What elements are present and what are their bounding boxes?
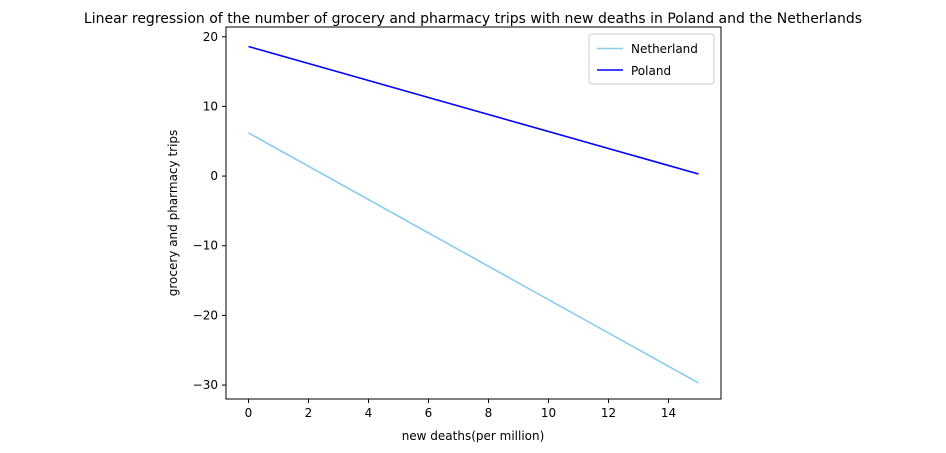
x-axis-label: new deaths(per million) — [402, 429, 545, 443]
x-tick-label: 6 — [425, 406, 433, 420]
chart-title: Linear regression of the number of groce… — [84, 11, 862, 27]
legend: Netherland Poland — [588, 33, 715, 85]
x-axis-ticks: 0 2 4 6 8 10 12 14 — [245, 399, 676, 420]
y-tick-label: 10 — [203, 99, 218, 113]
legend-label-poland: Poland — [631, 64, 671, 78]
y-tick-label: 0 — [210, 169, 218, 183]
y-tick-label: −20 — [193, 308, 218, 322]
y-tick-label: 20 — [203, 30, 218, 44]
x-tick-label: 0 — [245, 406, 253, 420]
x-tick-label: 12 — [601, 406, 616, 420]
y-axis-label: grocery and pharmacy trips — [166, 130, 180, 297]
y-tick-label: −30 — [193, 378, 218, 392]
series-lines — [248, 45, 699, 384]
plot-frame — [225, 26, 722, 400]
y-axis-ticks: −30 −20 −10 0 10 20 — [193, 30, 226, 392]
series-line-netherland — [248, 132, 699, 384]
x-tick-label: 10 — [541, 406, 556, 420]
legend-box — [588, 33, 715, 85]
legend-label-netherland: Netherland — [631, 42, 698, 56]
x-tick-label: 2 — [305, 406, 313, 420]
x-tick-label: 8 — [485, 406, 493, 420]
x-tick-label: 4 — [365, 406, 373, 420]
x-tick-label: 14 — [661, 406, 676, 420]
series-line-poland — [248, 45, 699, 175]
y-tick-label: −10 — [193, 239, 218, 253]
